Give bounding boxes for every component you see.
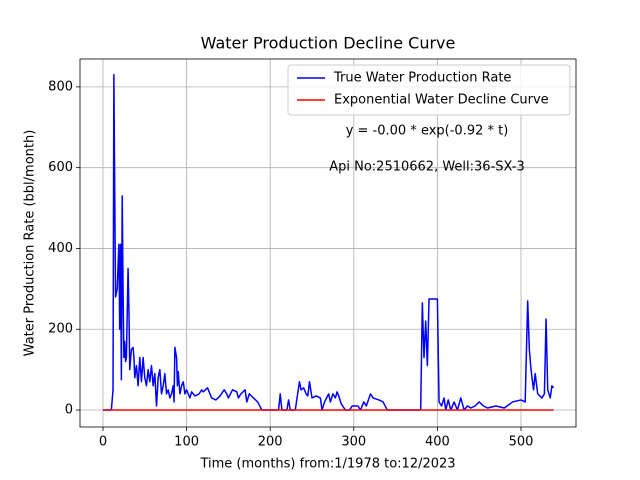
y-tick-label: 200	[48, 322, 73, 337]
y-tick-label: 800	[48, 79, 73, 94]
legend: True Water Production Rate Exponential Wa…	[287, 64, 571, 116]
y-axis-label: Water Production Rate (bbl/month)	[23, 130, 38, 357]
annotation: y = -0.00 * exp(-0.92 * t)	[346, 124, 509, 139]
axes-frame	[79, 58, 577, 428]
x-tick-label: 0	[99, 435, 107, 450]
y-tick-label: 600	[48, 160, 73, 175]
legend-label: True Water Production Rate	[333, 71, 511, 86]
y-tick-label: 400	[48, 241, 73, 256]
x-tick-label: 300	[341, 435, 366, 450]
annotation: Api No:2510662, Well:36-SX-3	[329, 160, 525, 175]
x-tick-label: 100	[174, 435, 199, 450]
legend-box	[287, 64, 571, 116]
x-tick-label: 500	[509, 435, 534, 450]
chart-title: Water Production Decline Curve	[201, 34, 456, 53]
x-axis-label: Time (months) from:1/1978 to:12/2023	[199, 457, 455, 472]
series-line	[102, 74, 555, 411]
x-tick-label: 200	[258, 435, 283, 450]
x-tick-label: 400	[425, 435, 450, 450]
y-tick-label: 0	[65, 403, 73, 418]
legend-label: Exponential Water Decline Curve	[334, 93, 549, 108]
